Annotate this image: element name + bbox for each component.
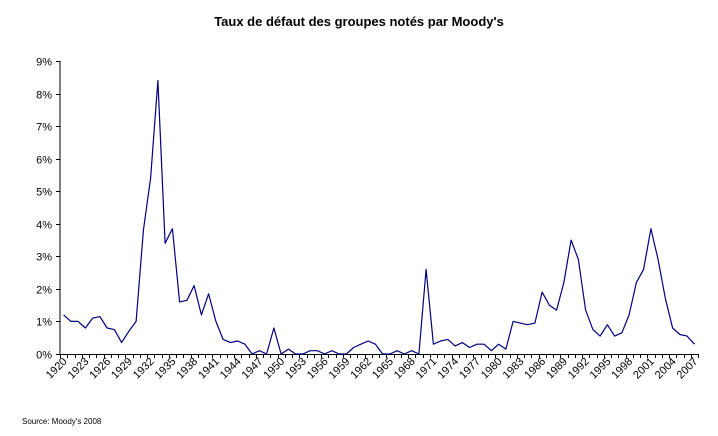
y-tick-label: 5% bbox=[36, 187, 52, 199]
x-tick-label: 1974 bbox=[435, 356, 461, 382]
x-tick-label: 1998 bbox=[609, 356, 635, 382]
x-tick-label: 1965 bbox=[370, 356, 396, 382]
x-tick-label: 1977 bbox=[457, 356, 483, 382]
x-tick-label: 1983 bbox=[501, 356, 527, 382]
x-tick-label: 1929 bbox=[109, 356, 135, 382]
x-tick-label: 2004 bbox=[653, 356, 679, 382]
x-tick-label: 1980 bbox=[479, 356, 505, 382]
x-tick-label: 1923 bbox=[66, 356, 92, 382]
default-rate-series-line bbox=[63, 79, 695, 355]
x-tick-label: 2007 bbox=[675, 356, 701, 382]
x-tick-label: 1971 bbox=[414, 356, 440, 382]
x-tick-label: 1953 bbox=[283, 356, 309, 382]
y-tick-label: 4% bbox=[36, 220, 52, 232]
x-tick-label: 1947 bbox=[240, 356, 266, 382]
x-tick-label: 1935 bbox=[153, 356, 179, 382]
x-tick-label: 1968 bbox=[392, 356, 418, 382]
x-tick-label: 1995 bbox=[588, 356, 614, 382]
y-tick-label: 8% bbox=[36, 90, 52, 102]
x-tick-label: 1956 bbox=[305, 356, 331, 382]
x-tick-label: 1932 bbox=[131, 356, 157, 382]
x-tick-label: 1941 bbox=[196, 356, 222, 382]
x-tick-label: 1986 bbox=[522, 356, 548, 382]
y-tick-label: 6% bbox=[36, 155, 52, 167]
x-tick-label: 2001 bbox=[631, 356, 657, 382]
chart-title: Taux de défaut des groupes notés par Moo… bbox=[214, 14, 504, 29]
source-note: Source: Moody's 2008 bbox=[22, 417, 102, 426]
y-tick-label: 3% bbox=[36, 252, 52, 264]
y-tick-label: 0% bbox=[36, 350, 52, 362]
x-tick-label: 1992 bbox=[566, 356, 592, 382]
x-tick-label: 1938 bbox=[174, 356, 200, 382]
y-tick-label: 1% bbox=[36, 317, 52, 329]
x-tick-label: 1989 bbox=[544, 356, 570, 382]
x-tick-label: 1950 bbox=[261, 356, 287, 382]
x-tick-label: 1944 bbox=[218, 356, 244, 382]
y-tick-label: 9% bbox=[36, 57, 52, 69]
x-tick-label: 1962 bbox=[348, 356, 374, 382]
y-tick-label: 7% bbox=[36, 122, 52, 134]
x-tick-label: 1959 bbox=[327, 356, 353, 382]
x-tick-label: 1926 bbox=[87, 356, 113, 382]
y-tick-label: 2% bbox=[36, 285, 52, 297]
